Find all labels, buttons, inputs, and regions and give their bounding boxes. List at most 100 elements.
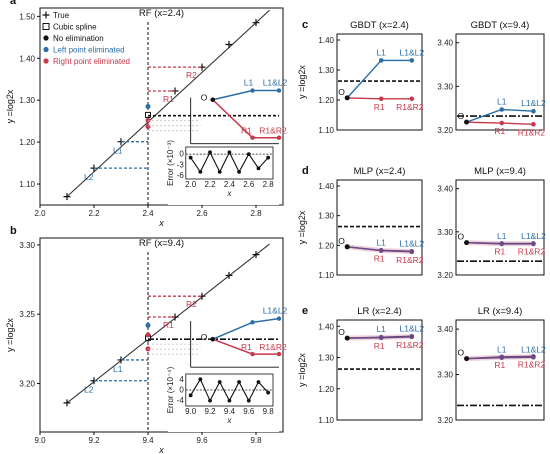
- x-tick-label: 2.4: [142, 209, 154, 218]
- x-tick-label: 2.6: [196, 209, 208, 218]
- y-tick-label: 1.10: [19, 180, 35, 189]
- inset-error-point: [266, 390, 271, 395]
- y-axis-label-text: y =log2x: [297, 210, 307, 244]
- x-tick-label: 9.4: [142, 436, 154, 445]
- inset-y-label: Error (×10⁻⁴): [166, 366, 175, 413]
- y-tick-label: 1.20: [318, 96, 334, 105]
- plot-frame: [455, 33, 545, 131]
- inset-background: [167, 145, 279, 205]
- zoom-left-point: [276, 316, 282, 321]
- start-point: [344, 335, 350, 341]
- zoom-right-point: [276, 351, 282, 357]
- left-eliminated-line: [346, 59, 412, 99]
- legend-entry: Cubic spline: [53, 23, 97, 32]
- y-tick-label: 3.30: [437, 82, 453, 91]
- right-label: R1&R2: [396, 340, 424, 350]
- inset-x-tick-label: 9.4: [224, 407, 236, 416]
- inset-error-point: [227, 398, 232, 403]
- zoom-left-point: [250, 88, 255, 93]
- inset-y-label: Error (×10⁻³): [166, 140, 175, 186]
- legend: True Cubic spline No elimination Left point…: [42, 11, 130, 66]
- right-eliminated-point: [531, 122, 536, 127]
- left-label: L1: [497, 345, 507, 355]
- cubic-spline-point: [145, 111, 151, 118]
- right-label: R1: [374, 341, 385, 351]
- x-tick-label: 9.8: [250, 436, 262, 445]
- panel-label: e: [302, 305, 308, 317]
- panel-e1: e LR (x=2.4) 1.10 1.20 1.30 1.40 O L1 L1&L2 R1 R1&…: [302, 305, 424, 425]
- left-eliminated-point: [499, 241, 505, 247]
- origin-label: O: [201, 93, 208, 103]
- legend-marker: [43, 46, 49, 53]
- true-point: [225, 40, 233, 48]
- legend-entry: Right point eliminated: [53, 57, 130, 66]
- zoom-left-point: [250, 320, 255, 325]
- left-label: L1&L2: [400, 323, 425, 333]
- inset-x-tick-label: 2.0: [185, 180, 197, 189]
- right-label: R1&R2: [518, 127, 546, 137]
- y-tick-label: 3.20: [437, 416, 453, 425]
- panel-label: a: [10, 0, 17, 7]
- start-point: [344, 95, 350, 101]
- plot-frame: [455, 179, 545, 276]
- true-point: [63, 193, 71, 201]
- true-point: [225, 271, 233, 279]
- zoom-right-label: R1: [241, 126, 252, 136]
- chart-title: GBDT (x=2.4): [350, 20, 409, 31]
- zoom-left-point: [276, 88, 282, 93]
- x-axis-label: x: [158, 445, 164, 454]
- legend-spline-marker: [42, 23, 50, 30]
- annotation-L2: L2: [84, 385, 94, 395]
- inset-y-tick-label: -3: [177, 160, 185, 169]
- true-point: [252, 19, 260, 27]
- inset-y-tick-label: 0: [179, 386, 184, 395]
- zoom-left-line: [212, 89, 279, 101]
- origin-label: O: [338, 327, 345, 337]
- y-axis-label: y =log2x: [297, 65, 307, 99]
- inset-x-tick-label: 9.6: [243, 407, 255, 416]
- x-tick-label: 9.6: [196, 436, 208, 445]
- left-eliminated-point: [531, 354, 536, 360]
- plot-frame: [455, 319, 545, 421]
- zoom-right-label: R1: [241, 342, 252, 352]
- inset-error-point: [188, 155, 193, 160]
- legend-true-marker: [42, 11, 50, 19]
- y-tick-label: 3.20: [437, 271, 453, 280]
- inset-error-point: [256, 380, 261, 384]
- chart-title: MLP (x=9.4): [474, 166, 526, 177]
- y-axis-label: y =log2x: [297, 353, 307, 387]
- zoom-left-label: L1: [244, 78, 254, 88]
- y-axis-label: y =log2x: [297, 210, 307, 244]
- zoom-right-point: [210, 336, 215, 342]
- y-tick-label: 1.30: [318, 354, 334, 363]
- x-tick-label: 9.0: [34, 436, 46, 445]
- panel-label: b: [10, 225, 17, 237]
- left-label: L1&L2: [400, 238, 425, 248]
- legend-entry: Left point eliminated: [53, 46, 125, 55]
- panel-label: d: [302, 165, 309, 177]
- right-label: R1: [374, 254, 385, 264]
- inset-y-tick-label: 4: [179, 375, 184, 384]
- annotation-R2: R2: [186, 299, 197, 309]
- y-axis-label-text: y =log2x: [297, 65, 307, 99]
- y-tick-label: 1.10: [318, 271, 334, 280]
- legend-marker: [43, 35, 49, 41]
- right-eliminated-point: [409, 96, 415, 102]
- y-axis-label-text: y =log2x: [297, 353, 307, 387]
- start-point: [464, 356, 470, 362]
- left-eliminated-point: [145, 322, 151, 328]
- inset-x-tick-label: 9.8: [263, 407, 275, 416]
- right-eliminated-point: [145, 124, 151, 130]
- left-label: L1&L2: [521, 231, 546, 241]
- left-eliminated-point: [378, 248, 384, 253]
- left-eliminated-point: [499, 355, 505, 361]
- right-label: R1&R2: [396, 102, 424, 112]
- inset-x-label: x: [226, 416, 232, 425]
- plot-frame: [336, 319, 423, 421]
- true-point: [63, 399, 71, 407]
- left-eliminated-point: [531, 108, 536, 114]
- inset-y-tick-label: -4: [177, 396, 185, 405]
- plot-frame: [336, 179, 423, 276]
- zoom-left-line: [212, 317, 280, 340]
